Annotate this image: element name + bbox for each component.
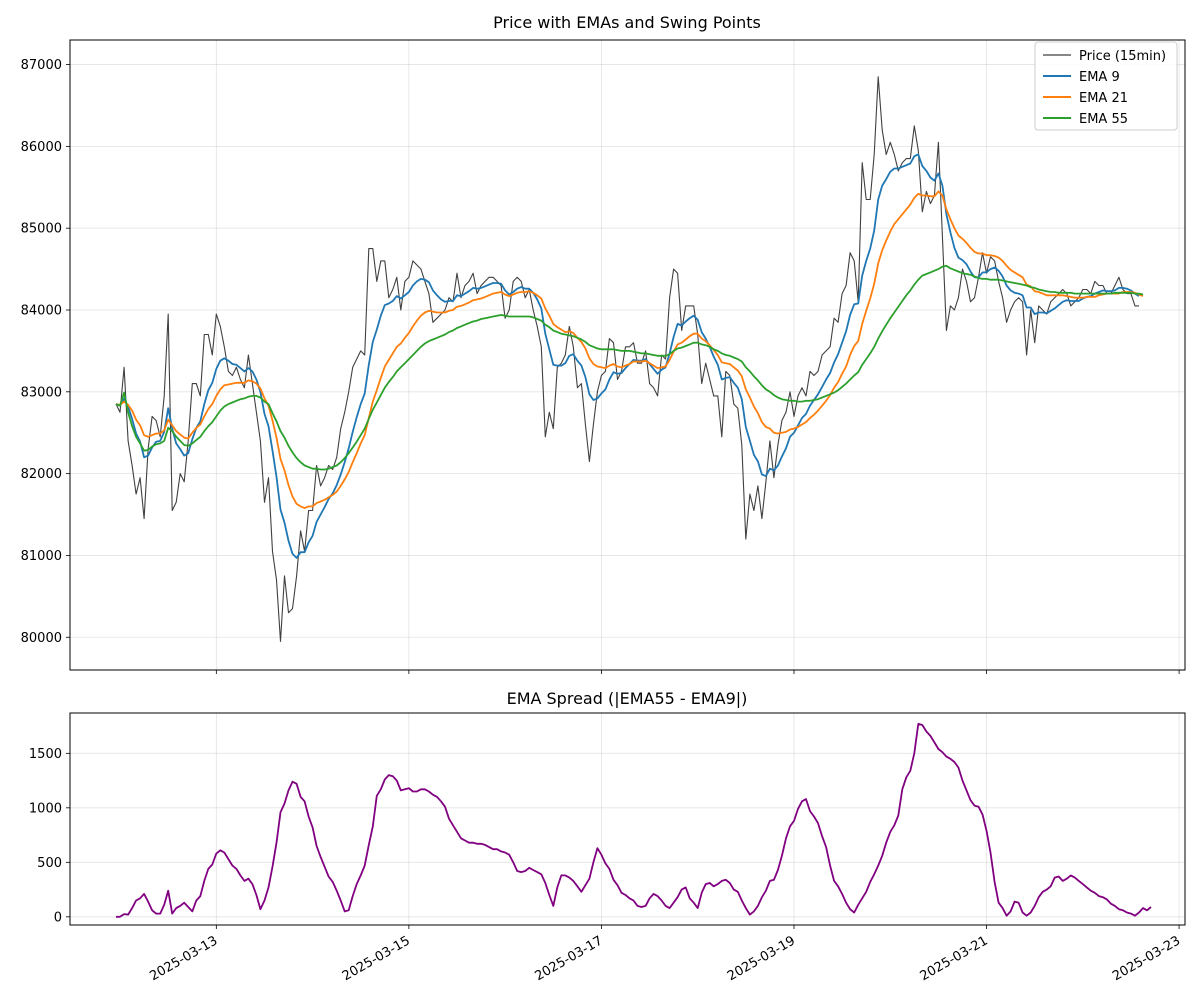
y-tick-label: 83000 — [21, 385, 62, 400]
y-tick-label: 1500 — [29, 747, 62, 762]
y-tick-label: 84000 — [21, 304, 62, 319]
price-chart-title: Price with EMAs and Swing Points — [493, 13, 761, 32]
legend-label-ema55: EMA 55 — [1079, 112, 1128, 127]
y-tick-label: 1000 — [29, 801, 62, 816]
spread-axes-frame — [69, 712, 1186, 926]
ema-55-line — [115, 264, 1144, 471]
spread-y-ticks: 0 500 1000 1500 — [29, 747, 70, 925]
ema-21-line — [115, 190, 1144, 509]
spread-plot-area — [70, 713, 1185, 925]
legend-label-ema9: EMA 9 — [1079, 70, 1120, 85]
x-tick-label: 2025-03-19 — [725, 933, 798, 984]
price-15min-line — [115, 76, 1139, 642]
ema-9-line — [115, 153, 1140, 559]
x-tick-label: 2025-03-17 — [532, 933, 605, 984]
legend: Price (15min) EMA 9 EMA 21 EMA 55 — [1034, 41, 1178, 131]
legend-label-ema21: EMA 21 — [1079, 91, 1128, 106]
spread-gridlines — [70, 713, 1185, 925]
spread-chart-title: EMA Spread (|EMA55 - EMA9|) — [507, 689, 748, 708]
price-y-ticks: 80000 81000 82000 83000 84000 85000 86000 87000 — [21, 58, 70, 646]
spread-x-ticks: 2025-03-13 2025-03-15 2025-03-17 2025-03-19… — [147, 925, 1183, 984]
spread-series-lines — [116, 723, 1152, 918]
y-tick-label: 0 — [54, 910, 62, 925]
price-axes-frame — [69, 39, 1186, 671]
ema-spread-line — [116, 723, 1152, 918]
y-tick-label: 86000 — [21, 140, 62, 155]
price-series-lines — [115, 76, 1144, 642]
price-x-ticks — [215, 670, 1180, 674]
price-ema-panel: 80000 81000 82000 83000 84000 85000 86000 87000… — [21, 13, 1186, 674]
price-plot-area — [70, 40, 1185, 670]
y-tick-label: 500 — [37, 856, 62, 871]
y-tick-label: 82000 — [21, 467, 62, 482]
y-tick-label: 85000 — [21, 222, 62, 237]
y-tick-label: 81000 — [21, 549, 62, 564]
x-tick-label: 2025-03-21 — [918, 933, 991, 984]
x-tick-label: 2025-03-23 — [1110, 933, 1183, 984]
x-tick-label: 2025-03-15 — [340, 933, 413, 984]
legend-box — [1034, 41, 1178, 131]
price-gridlines — [70, 40, 1185, 670]
y-tick-label: 87000 — [21, 58, 62, 73]
x-tick-label: 2025-03-13 — [147, 933, 220, 984]
legend-label-price: Price (15min) — [1079, 49, 1166, 64]
y-tick-label: 80000 — [21, 631, 62, 646]
